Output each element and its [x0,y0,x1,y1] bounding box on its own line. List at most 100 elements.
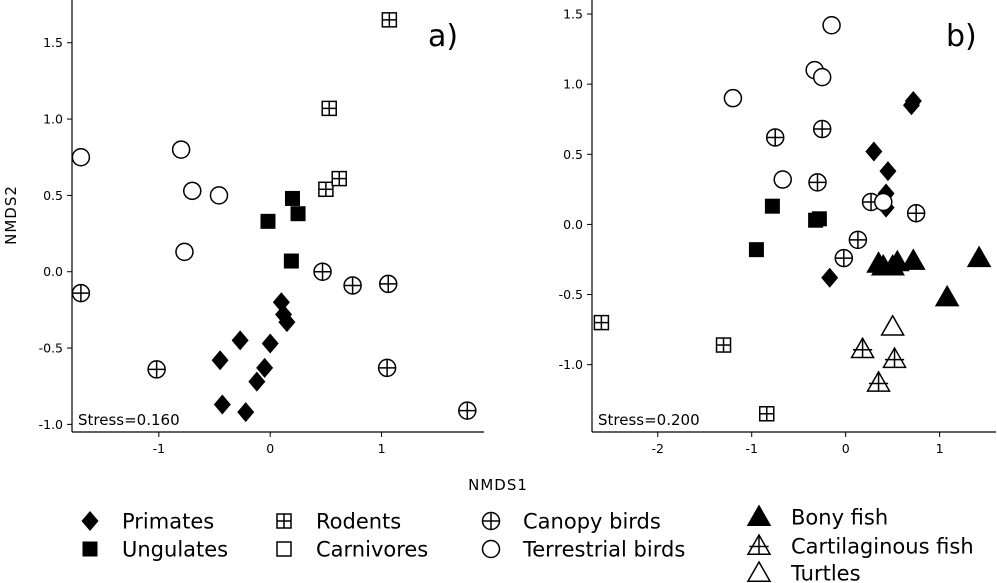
legend-ungulates-label: Ungulates [122,538,228,562]
panel-a-point-rodents [321,100,337,117]
legend-turtles: Turtles [746,560,861,583]
panel-b-point-primates [821,267,839,288]
panel-b-point-canopy-birds [812,119,832,139]
panel-a-point-terrestrial-birds [183,181,202,201]
panel-a-y-tick-label: 1.5 [43,35,63,50]
legend-turtles-label: Turtles [790,562,861,583]
panel-a-point-primates [213,394,231,415]
panel-b-point-bony-fish [934,284,960,307]
panel-b-label: b) [946,19,977,54]
legend: Primates Ungulates Rodents Carnivores Canopy… [81,504,974,583]
panel-a-point-terrestrial-birds [209,186,229,205]
legend-rodents: Rodents [276,510,401,534]
panel-b-point-rodents [593,314,610,331]
panel-b-point-ungulates [748,242,764,258]
legend-canopy-birds-marker [481,511,501,531]
legend-cartilaginous-fish-label: Cartilaginous fish [791,535,974,559]
legend-bony-fish: Bony fish [746,504,888,530]
panel-b-point-rodents [759,406,775,422]
panel-a-point-primates [278,312,296,333]
panel-b-point-bony-fish [885,249,910,272]
panel-a-point-canopy-birds [377,358,397,378]
legend-turtles-marker [746,560,772,582]
panel-a-y-axis-title: NMDS2 [2,185,20,245]
panel-a-x-tick-label: 0 [266,441,274,456]
panel-a-point-terrestrial-birds [171,140,191,159]
legend-bony-fish-label: Bony fish [791,506,888,530]
panel-a-stress-label: Stress=0.160 [78,411,180,429]
x-axis-title: NMDS1 [468,476,528,494]
legend-terrestrial-birds: Terrestrial birds [481,538,685,562]
panel-a-point-primates [248,371,266,392]
panel-b-point-cartilaginous-fish [882,346,907,369]
panel-a-point-ungulates [284,190,300,206]
legend-carnivores: Carnivores [276,538,428,562]
panel-a-point-primates [231,330,249,351]
panel-a-point-ungulates [283,253,299,269]
panel-a-point-primates [237,402,255,423]
panel-b-y-tick-label: 0.0 [563,217,583,232]
panel-a-point-ungulates [290,206,306,222]
panel-a-y-tick-label: 0.0 [43,264,63,279]
panel-b-point-primates [902,95,920,116]
legend-canopy-birds-label: Canopy birds [523,510,661,534]
legend-canopy-birds: Canopy birds [481,510,661,534]
panel-b-point-canopy-birds [765,128,785,147]
panel-b-point-rodents [715,337,732,353]
panel-b-point-turtles [880,314,905,336]
panel-a-point-rodents [318,181,334,198]
panel-b-point-ungulates [811,211,827,227]
panel-b-point-terrestrial-birds [812,67,832,87]
panel-b-plot: b) Stress=0.200 -1.0 -0.5 0.0 0.5 1.0 1.5 -2 -1… [559,0,996,456]
legend-primates-label: Primates [122,510,214,534]
panel-a-point-canopy-birds [378,274,398,294]
panel-a-point-terrestrial-birds [175,242,194,262]
panel-a-point-primates [211,350,229,371]
panel-a-y-tick-label: -0.5 [39,341,63,356]
panel-b-y-tick-label: 0.5 [563,147,583,162]
legend-carnivores-marker [276,541,292,557]
panel-b-point-primates [865,141,883,162]
legend-terrestrial-birds-marker [481,539,501,559]
legend-cartilaginous-fish: Cartilaginous fish [746,533,974,559]
panel-a-point-primates [256,357,274,378]
panel-a-point-ungulates [260,213,276,229]
panel-b-point-terrestrial-birds [723,88,743,108]
panel-b-point-canopy-birds [848,230,868,250]
panel-b-point-bony-fish [901,248,926,270]
panel-b-point-primates [879,161,897,182]
panel-a-plot: NMDS2 a) Stress=0.160 -1.0 -0.5 0.0 0.5 1.0 1… [2,0,484,456]
panel-a-point-canopy-birds [343,276,362,295]
panel-a-point-rodents [381,12,398,28]
panel-b-point-terrestrial-birds [773,170,792,189]
panel-a-point-canopy-birds [313,262,332,281]
legend-ungulates-marker [82,541,98,557]
panel-b-x-tick-label: -2 [652,441,664,456]
legend-terrestrial-birds-label: Terrestrial birds [522,538,685,562]
panel-a-x-tick-label: 1 [378,441,386,456]
panel-a-point-canopy-birds [147,360,166,379]
panel-b-y-tick-label: -0.5 [559,287,583,302]
panel-b-point-cartilaginous-fish [850,336,875,359]
panel-b-stress-label: Stress=0.200 [598,411,700,429]
panel-b-x-tick-label: 0 [842,441,850,456]
panel-b-point-terrestrial-birds [874,192,893,212]
panel-b-point-cartilaginous-fish [866,370,891,392]
legend-rodents-label: Rodents [316,510,401,534]
legend-carnivores-label: Carnivores [316,538,428,562]
legend-rodents-marker [276,513,292,529]
panel-b-y-tick-label: 1.0 [563,77,583,92]
panel-a-y-tick-label: 0.5 [43,188,63,203]
panel-b-point-canopy-birds [906,203,926,223]
panel-b-point-bony-fish [966,245,992,268]
panel-b-y-tick-label: -1.0 [559,357,583,372]
panel-a-y-tick-label: -1.0 [39,417,63,432]
panel-b-x-tick-label: -1 [745,441,757,456]
panel-b-point-canopy-birds [834,248,854,268]
panel-b-y-tick-label: 1.5 [563,7,583,22]
legend-primates: Primates [81,510,214,534]
panel-a-point-canopy-birds [458,401,477,420]
panel-b-point-canopy-birds [808,173,827,192]
legend-ungulates: Ungulates [82,538,228,562]
